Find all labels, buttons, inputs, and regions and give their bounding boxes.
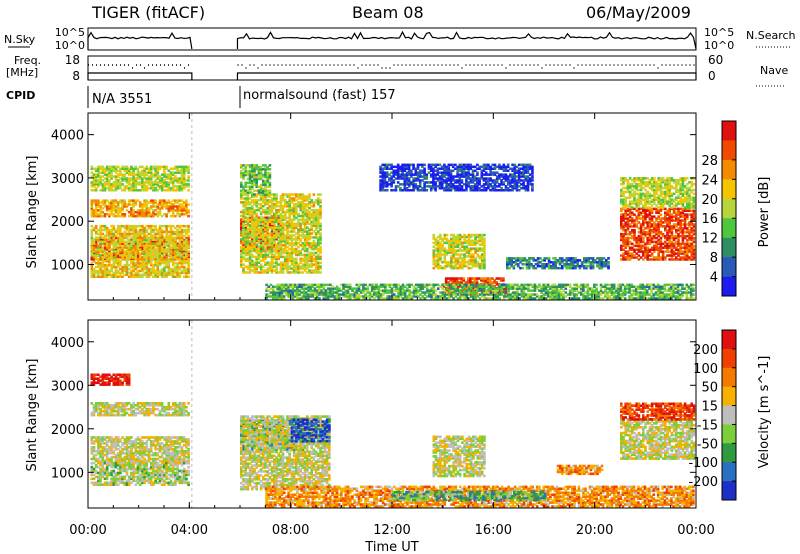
noise-tick-bottom-left: 10^0 [55,39,85,52]
echo-cell [187,214,190,218]
echo-cell [348,283,352,287]
noise-tick-top-right: 10^5 [704,26,734,39]
echo-cell [483,237,486,241]
freq-tick-top: 18 [65,53,80,67]
echo-cell [268,171,272,175]
echo-cell [318,297,321,300]
echo-cell [187,240,190,243]
noise-panel [87,27,697,51]
echo-cell [275,193,278,196]
echo-cell [187,165,190,169]
echo-cell [319,265,322,268]
freq-tick-bottom: 8 [72,69,80,83]
noise-tick-bottom-right: 10^0 [704,39,734,52]
echo-cell [187,234,190,238]
echo-cell [319,245,322,249]
echo-cell [187,183,190,186]
echo-cell [308,193,311,196]
echo-cell [240,181,243,185]
echo-region-3 [90,199,190,218]
echo-cell [312,193,316,196]
nave-tick-top: 60 [708,53,723,67]
power-panel [90,113,696,300]
echo-cell [187,203,190,206]
cpid-segment-2: normalsound (fast) 157 [243,88,396,103]
echo-cell [123,199,127,202]
echo-cell [94,224,98,228]
echo-cell [319,232,322,235]
nsky-label: N.Sky [4,33,36,46]
echo-cell [268,189,272,192]
echo-cell [255,212,258,216]
freq-trace-2 [237,64,695,69]
echo-cell [187,258,190,261]
cpid-label: CPID [6,89,35,102]
echo-cell [319,193,322,196]
freq-label-line2: [MHz] [6,66,38,79]
echo-cell [319,205,322,208]
echo-cell [123,213,127,216]
echo-cell [268,168,272,171]
echo-cell [253,193,256,196]
echo-cell [112,224,116,228]
noise-trace-1 [87,31,193,50]
nsearch-label: N.Search [746,29,796,42]
echo-region-10 [265,283,695,300]
echo-cell [187,275,190,278]
echo-cell [185,199,188,202]
echo-region-7 [240,164,272,196]
echo-cell [432,233,436,237]
echo-cell [319,255,322,259]
echo-cell [462,277,466,280]
nave-tick-bottom: 0 [708,69,716,83]
echo-region-8 [432,233,486,270]
nave-trace-2 [236,72,697,80]
echo-cell [187,189,190,192]
echo-cell [154,199,157,202]
echo-cell [439,233,442,237]
echo-cell [187,175,190,178]
nave-label: Nave [760,64,788,77]
echo-cell [187,254,190,257]
echo-region-2 [90,224,190,278]
echo-cell [445,233,449,237]
freq-panel [87,55,697,81]
beam-label: Beam 08 [352,3,424,22]
nave-trace-1 [87,72,193,80]
echo-cell [154,224,157,228]
date-label: 06/May/2009 [586,3,691,22]
echo-cell [187,224,190,228]
echo-cell [319,199,322,202]
echo-cell [319,261,322,264]
echo-cell [295,257,298,261]
echo-cell [268,181,272,185]
echo-cell [502,277,505,280]
echo-cell [268,164,272,167]
noise-tick-top-left: 10^5 [55,26,85,39]
echo-cell [483,233,486,237]
echo-region-4 [90,165,190,192]
echo-region-6 [240,193,322,274]
echo-cell [187,209,190,212]
echo-cell [319,271,322,274]
cpid-segment-1: N/A 3551 [92,92,152,107]
echo-cell [165,165,168,169]
echo-cell [319,222,322,225]
freq-trace-1 [88,64,189,69]
noise-trace-2 [236,30,697,50]
radar-title: TIGER (fitACF) [91,3,205,22]
echo-cell [187,250,190,253]
echo-cell [498,297,502,300]
